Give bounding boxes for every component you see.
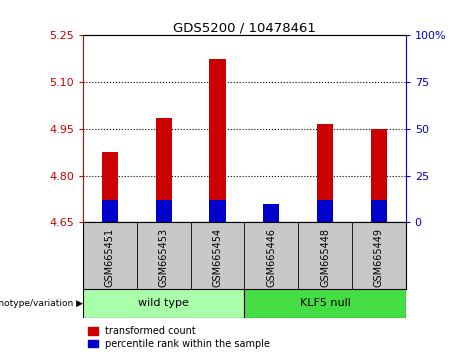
Text: wild type: wild type	[138, 298, 189, 308]
Text: GSM665454: GSM665454	[213, 228, 223, 287]
Text: GSM665446: GSM665446	[266, 228, 276, 287]
Bar	[244, 289, 406, 318]
Bar	[317, 124, 333, 222]
Bar	[155, 118, 171, 222]
Bar	[155, 200, 171, 222]
Bar	[371, 129, 387, 222]
Bar	[209, 200, 225, 222]
Bar	[83, 289, 244, 318]
Bar	[371, 200, 387, 222]
Bar	[263, 221, 279, 222]
Text: GSM665453: GSM665453	[159, 228, 169, 287]
Text: GSM665449: GSM665449	[374, 228, 384, 287]
Text: GSM665448: GSM665448	[320, 228, 330, 287]
Bar	[317, 200, 333, 222]
Title: GDS5200 / 10478461: GDS5200 / 10478461	[173, 21, 316, 34]
Text: GSM665451: GSM665451	[105, 228, 115, 287]
Bar	[102, 152, 118, 222]
Bar	[263, 204, 279, 222]
Bar	[209, 59, 225, 222]
Bar	[102, 200, 118, 222]
Text: KLF5 null: KLF5 null	[300, 298, 350, 308]
Legend: transformed count, percentile rank within the sample: transformed count, percentile rank withi…	[88, 326, 270, 349]
Text: genotype/variation ▶: genotype/variation ▶	[0, 299, 83, 308]
